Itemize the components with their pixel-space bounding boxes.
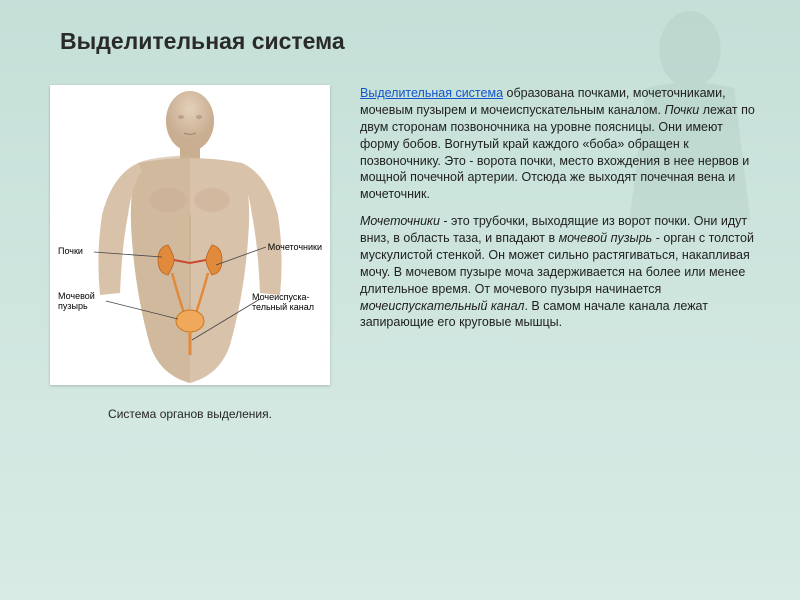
label-ureters: Мочеточники (268, 243, 322, 253)
label-urethra: Мочеиспуска-тельный канал (252, 293, 322, 313)
paragraph-1: Выделительная система образована почками… (360, 85, 760, 203)
p2-em-bladder: мочевой пузырь (559, 231, 653, 245)
label-bladder: Мочевойпузырь (58, 292, 95, 312)
header: Выделительная система (0, 0, 800, 55)
p2-em-ureters: Мочеточники (360, 214, 440, 228)
page-title: Выделительная система (60, 28, 800, 55)
paragraph-2: Мочеточники - это трубочки, выходящие из… (360, 213, 760, 331)
figure-block: Почки Мочевойпузырь Мочеточники Мочеиспу… (50, 85, 330, 421)
anatomy-figure: Почки Мочевойпузырь Мочеточники Мочеиспу… (50, 85, 330, 385)
text-block: Выделительная система образована почками… (360, 85, 760, 421)
system-link[interactable]: Выделительная система (360, 86, 503, 100)
figure-caption: Система органов выделения. (50, 407, 330, 421)
label-kidneys: Почки (58, 247, 83, 257)
p2-em-urethra: мочеиспускательный канал (360, 299, 524, 313)
p1-rest: лежат по двум сторонам позвоночника на у… (360, 103, 755, 201)
content-area: Почки Мочевойпузырь Мочеточники Мочеиспу… (0, 55, 800, 421)
torso-illustration (50, 85, 330, 385)
p1-em-kidneys: Почки (664, 103, 699, 117)
